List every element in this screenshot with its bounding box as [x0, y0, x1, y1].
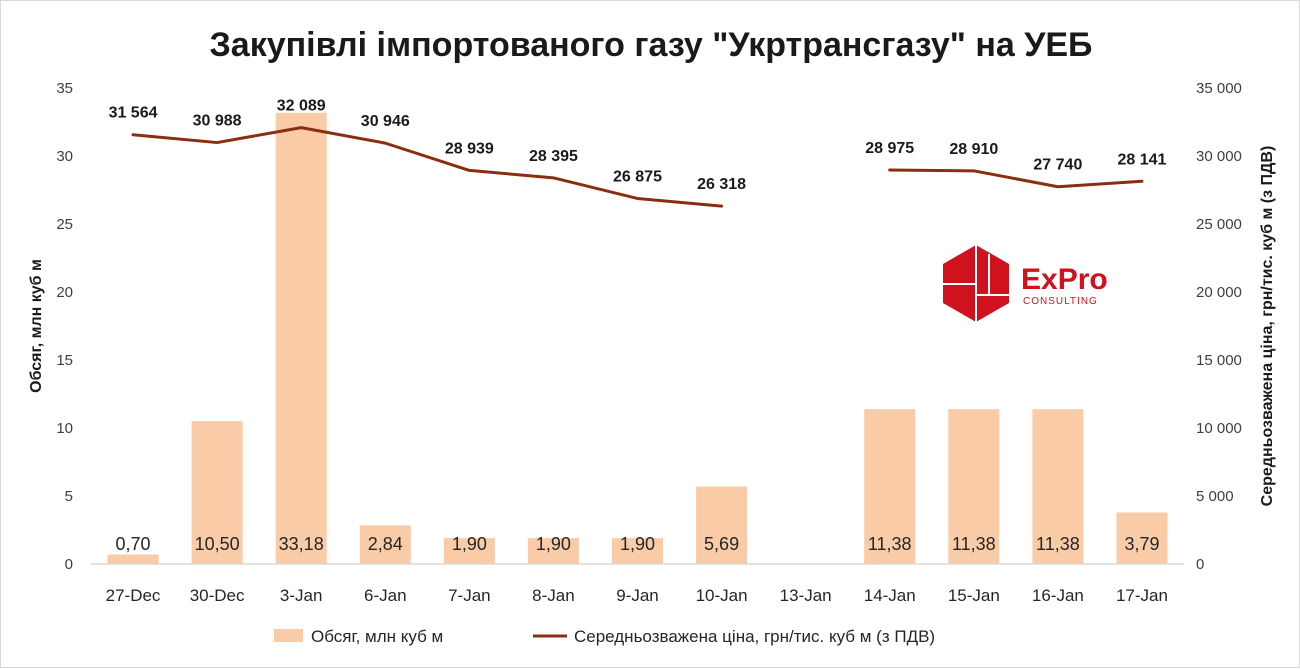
expro-logo: ExPro CONSULTING	[943, 245, 1108, 322]
legend-bar-label: Обсяг, млн куб м	[311, 627, 443, 646]
category-label: 30-Dec	[190, 586, 245, 605]
category-label: 7-Jan	[448, 586, 491, 605]
legend-bar-swatch	[274, 629, 303, 642]
volume-bar	[443, 538, 495, 564]
logo-subtitle: CONSULTING	[1023, 296, 1098, 307]
volume-bar	[527, 538, 579, 564]
volume-bar	[275, 112, 327, 564]
price-point-label: 28 975	[865, 140, 914, 157]
volume-bar	[948, 409, 1000, 564]
price-point-label: 28 910	[949, 141, 998, 158]
volume-bar	[696, 486, 748, 564]
volume-bar-label: 11,38	[868, 534, 912, 554]
right-tick-label: 0	[1196, 556, 1204, 573]
category-label: 27-Dec	[106, 586, 161, 605]
category-label: 16-Jan	[1032, 586, 1084, 605]
volume-bar-label: 5,69	[704, 534, 739, 554]
category-labels: 27-Dec 30-Dec 3-Jan 6-Jan 7-Jan 8-Jan 9-Jan 10-…	[106, 586, 1168, 605]
right-tick-label: 30 000	[1196, 148, 1242, 165]
category-label: 9-Jan	[616, 586, 659, 605]
left-tick-label: 35	[56, 80, 73, 97]
volume-bar-label: 1,90	[536, 534, 571, 554]
category-label: 14-Jan	[864, 586, 916, 605]
category-label: 3-Jan	[280, 586, 323, 605]
volume-bar-label: 11,38	[1036, 534, 1080, 554]
volume-bar	[864, 409, 916, 564]
volume-bar	[612, 538, 663, 564]
category-label: 10-Jan	[696, 586, 748, 605]
right-tick-label: 35 000	[1196, 80, 1242, 97]
line-data-labels: 31 564 30 988 32 089 30 946 28 939 28 395 26 8…	[109, 98, 1167, 193]
volume-bar-label: 11,38	[952, 534, 996, 554]
left-tick-label: 15	[56, 352, 73, 369]
right-tick-label: 5 000	[1196, 488, 1234, 505]
volume-bar-label: 1,90	[620, 534, 655, 554]
left-tick-label: 5	[65, 488, 73, 505]
category-label: 13-Jan	[780, 586, 832, 605]
category-label: 17-Jan	[1116, 586, 1168, 605]
price-point-label: 30 946	[361, 113, 410, 130]
left-tick-label: 10	[56, 420, 73, 437]
legend: Обсяг, млн куб м Середньозважена ціна, г…	[274, 627, 935, 646]
price-point-label: 26 318	[697, 176, 746, 193]
price-point-label: 31 564	[109, 105, 158, 122]
right-axis-ticks: 0 5 000 10 000 15 000 20 000 25 000 30 000 35 0…	[1196, 80, 1242, 573]
left-tick-label: 30	[56, 148, 73, 165]
left-tick-label: 25	[56, 216, 73, 233]
left-axis-ticks: 0 5 10 15 20 25 30 35	[56, 80, 73, 573]
volume-bar	[107, 554, 159, 564]
volume-bar-label: 33,18	[279, 534, 324, 554]
category-label: 15-Jan	[948, 586, 1000, 605]
right-tick-label: 15 000	[1196, 352, 1242, 369]
chart-title: Закупівлі імпортованого газу "Укртрансга…	[209, 26, 1092, 64]
price-point-label: 28 395	[529, 148, 578, 165]
price-line-series	[131, 126, 1144, 208]
bar-data-labels: 0,70 10,50 33,18 2,84 1,90 1,90 1,90 5,69 11,38 1…	[116, 534, 1160, 554]
price-point-label: 26 875	[613, 169, 662, 186]
volume-bar-label: 2,84	[368, 534, 403, 554]
volume-bar	[1116, 512, 1168, 564]
price-point-label: 28 939	[445, 140, 494, 157]
price-point-label: 28 141	[1117, 151, 1166, 168]
right-tick-label: 25 000	[1196, 216, 1242, 233]
category-label: 8-Jan	[532, 586, 575, 605]
left-axis-title: Обсяг, млн куб м	[28, 259, 45, 393]
price-point-label: 32 089	[277, 98, 326, 115]
price-point-label: 30 988	[193, 113, 242, 130]
volume-bar-label: 0,70	[116, 534, 151, 554]
price-point-label: 27 740	[1033, 157, 1082, 174]
bar-series	[107, 112, 1168, 564]
price-line	[131, 126, 724, 208]
volume-bar	[191, 421, 243, 564]
category-label: 6-Jan	[364, 586, 407, 605]
legend-line-label: Середньозважена ціна, грн/тис. куб м (з …	[574, 627, 935, 646]
logo-text: ExPro	[1021, 263, 1108, 296]
volume-bar	[359, 525, 411, 564]
volume-bar-label: 10,50	[195, 534, 240, 554]
right-tick-label: 20 000	[1196, 284, 1242, 301]
left-tick-label: 0	[65, 556, 73, 573]
left-tick-label: 20	[56, 284, 73, 301]
volume-bar-label: 3,79	[1124, 534, 1159, 554]
volume-bar-label: 1,90	[452, 534, 487, 554]
volume-bar	[1032, 409, 1084, 564]
price-line	[888, 168, 1144, 189]
right-tick-label: 10 000	[1196, 420, 1242, 437]
right-axis-title: Середньозважена ціна, грн/тис. куб м (з …	[1259, 146, 1276, 507]
